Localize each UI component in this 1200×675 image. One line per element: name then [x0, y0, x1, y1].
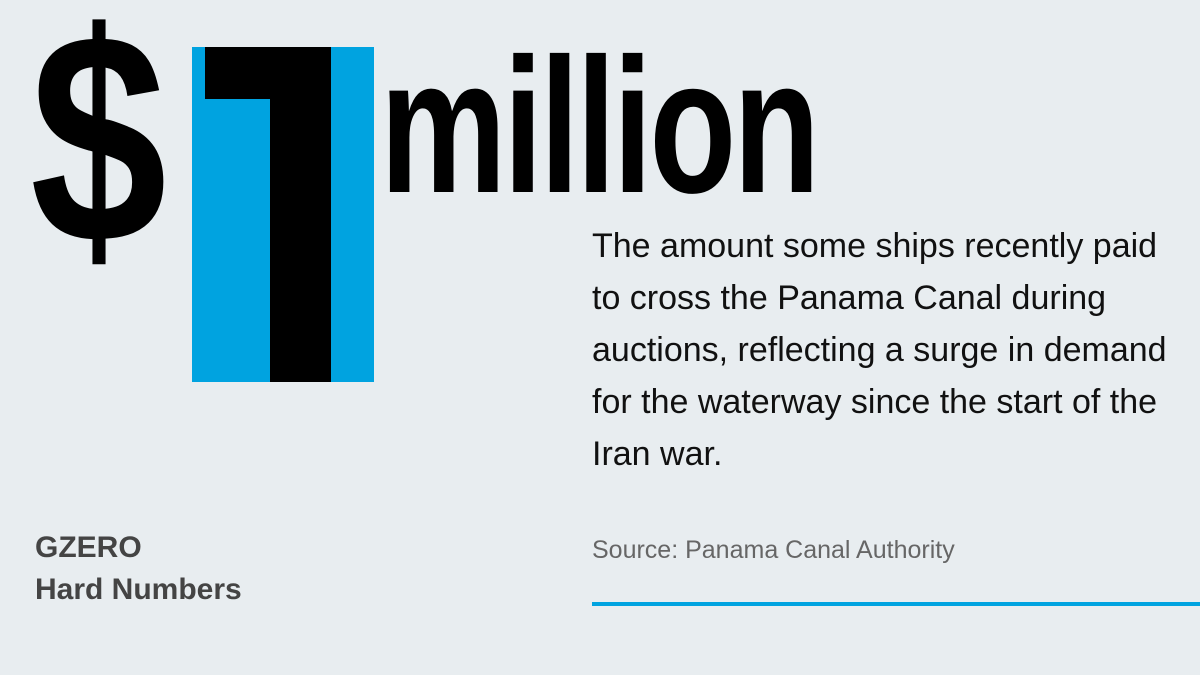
headline-unit: million	[380, 18, 820, 233]
numeral-one-stem	[270, 47, 331, 382]
source-credit: Source: Panama Canal Authority	[592, 536, 955, 564]
description: The amount some ships recently paid to c…	[592, 227, 1167, 473]
brand-logo: GZERO	[35, 531, 142, 564]
dollar-sign: $	[30, 0, 167, 306]
series-name: Hard Numbers	[35, 573, 242, 606]
accent-divider	[592, 602, 1200, 606]
